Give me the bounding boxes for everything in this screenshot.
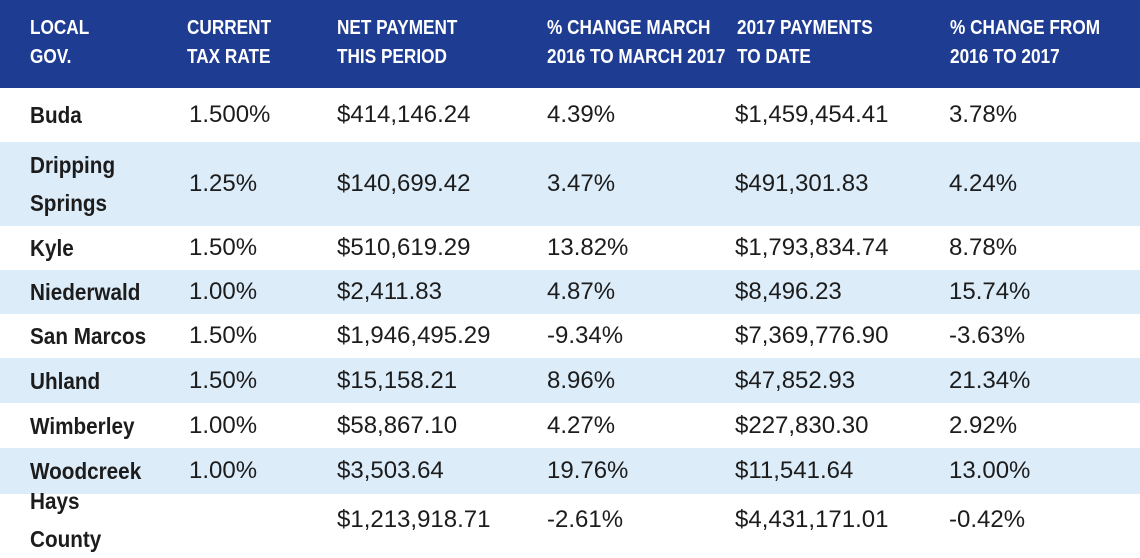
cell-local-gov: Kyle <box>30 235 74 261</box>
column-header-line: CURRENT <box>187 17 272 39</box>
cell-payments-to-date: $47,852.93 <box>735 366 856 394</box>
cell-tax-rate: 1.50% <box>189 234 258 261</box>
column-header-line: TAX RATE <box>187 46 271 68</box>
table-row: Dripping Springs 1.25% $140,699.42 3.47% $49… <box>0 142 1140 226</box>
cell-payments-to-date: $8,496.23 <box>735 278 842 305</box>
cell-change-march: 3.47% <box>547 170 616 197</box>
cell-change-year: -0.42% <box>949 506 1026 533</box>
cell-local-gov: Wimberley <box>30 412 135 439</box>
cell-change-march: 4.39% <box>547 101 616 128</box>
cell-net-payment: $15,158.21 <box>337 366 458 394</box>
cell-payments-to-date: $491,301.83 <box>735 170 869 197</box>
cell-payments-to-date: $4,431,171.01 <box>735 506 889 533</box>
table-row: Wimberley 1.00% $58,867.10 4.27% $227,830.30… <box>0 403 1140 448</box>
cell-net-payment: $1,946,495.29 <box>337 322 491 349</box>
table-row: Niederwald 1.00% $2,411.83 4.87% $8,496.23 15… <box>0 270 1140 314</box>
column-header-tax-rate: CURRENT TAX RATE <box>187 14 271 72</box>
cell-tax-rate: 1.00% <box>189 411 258 439</box>
cell-net-payment: $140,699.42 <box>337 170 471 197</box>
cell-payments-to-date: $227,830.30 <box>735 411 869 439</box>
column-header-payments-to-date: 2017 PAYMENTS TO DATE <box>737 14 873 72</box>
cell-local-gov: Dripping Springs <box>30 152 116 216</box>
column-header-line: THIS PERIOD <box>337 46 447 68</box>
cell-payments-to-date: $7,369,776.90 <box>735 322 889 349</box>
table-row: Buda 1.500% $414,146.24 4.39% $1,459,454.41 3… <box>0 88 1140 142</box>
table-row: Kyle 1.50% $510,619.29 13.82% $1,793,834.74 8… <box>0 226 1140 270</box>
cell-net-payment: $3,503.64 <box>337 457 444 484</box>
cell-tax-rate: 1.500% <box>189 101 271 128</box>
table-row: Woodcreek 1.00% $3,503.64 19.76% $11,541.64 1… <box>0 448 1140 494</box>
cell-local-gov: Uhland <box>30 367 101 394</box>
table-row: Uhland 1.50% $15,158.21 8.96% $47,852.93 21.3… <box>0 358 1140 403</box>
cell-local-gov: Hays County <box>30 488 102 552</box>
cell-change-march: -2.61% <box>547 506 624 533</box>
column-header-line: % CHANGE FROM <box>950 17 1101 39</box>
cell-payments-to-date: $1,459,454.41 <box>735 101 889 128</box>
column-header-net-payment: NET PAYMENT THIS PERIOD <box>337 14 457 72</box>
cell-change-year: 2.92% <box>949 411 1018 439</box>
cell-local-gov: Buda <box>30 102 82 128</box>
column-header-line: 2016 TO 2017 <box>950 46 1060 68</box>
cell-change-year: 8.78% <box>949 234 1018 261</box>
cell-change-year: -3.63% <box>949 322 1026 349</box>
cell-change-march: 8.96% <box>547 366 616 394</box>
cell-change-march: 19.76% <box>547 457 629 484</box>
cell-local-gov: Woodcreek <box>30 458 142 484</box>
cell-tax-rate: 1.50% <box>189 322 258 349</box>
cell-change-march: 4.87% <box>547 278 616 305</box>
column-header-line: LOCAL <box>30 17 90 39</box>
table-row: Hays County $1,213,918.71 -2.61% $4,431,171… <box>0 488 1140 552</box>
cell-change-march: -9.34% <box>547 322 624 349</box>
cell-local-gov: San Marcos <box>30 323 147 349</box>
column-header-change-year: % CHANGE FROM 2016 TO 2017 <box>950 14 1100 72</box>
column-header-line: NET PAYMENT <box>337 17 458 39</box>
column-header-line: GOV. <box>30 46 72 68</box>
cell-change-year: 4.24% <box>949 170 1018 197</box>
cell-change-year: 15.74% <box>949 278 1031 305</box>
column-header-line: 2017 PAYMENTS <box>737 17 873 39</box>
cell-net-payment: $414,146.24 <box>337 101 471 128</box>
table-header: LOCAL GOV. CURRENT TAX RATE NET PAYMENT … <box>0 0 1140 88</box>
cell-tax-rate: 1.25% <box>189 170 258 197</box>
cell-change-march: 13.82% <box>547 234 629 261</box>
cell-payments-to-date: $1,793,834.74 <box>735 234 889 261</box>
cell-change-march: 4.27% <box>547 411 616 439</box>
cell-tax-rate: 1.00% <box>189 278 258 305</box>
cell-change-year: 13.00% <box>949 457 1031 484</box>
cell-change-year: 3.78% <box>949 101 1018 128</box>
cell-net-payment: $1,213,918.71 <box>337 506 491 533</box>
cell-net-payment: $2,411.83 <box>337 278 442 305</box>
cell-tax-rate: 1.50% <box>189 366 258 394</box>
column-header-line: % CHANGE MARCH <box>547 17 711 39</box>
column-header-change-march: % CHANGE MARCH 2016 TO MARCH 2017 <box>547 14 725 72</box>
column-header-local-gov: LOCAL GOV. <box>30 14 89 72</box>
cell-tax-rate: 1.00% <box>189 457 258 484</box>
cell-local-gov: Niederwald <box>30 279 141 305</box>
cell-change-year: 21.34% <box>949 366 1031 394</box>
cell-net-payment: $58,867.10 <box>337 411 458 439</box>
cell-net-payment: $510,619.29 <box>337 234 471 261</box>
table-row: San Marcos 1.50% $1,946,495.29 -9.34% $7,369… <box>0 314 1140 358</box>
column-header-line: 2016 TO MARCH 2017 <box>547 46 726 68</box>
column-header-line: TO DATE <box>737 46 811 68</box>
cell-payments-to-date: $11,541.64 <box>735 457 854 484</box>
